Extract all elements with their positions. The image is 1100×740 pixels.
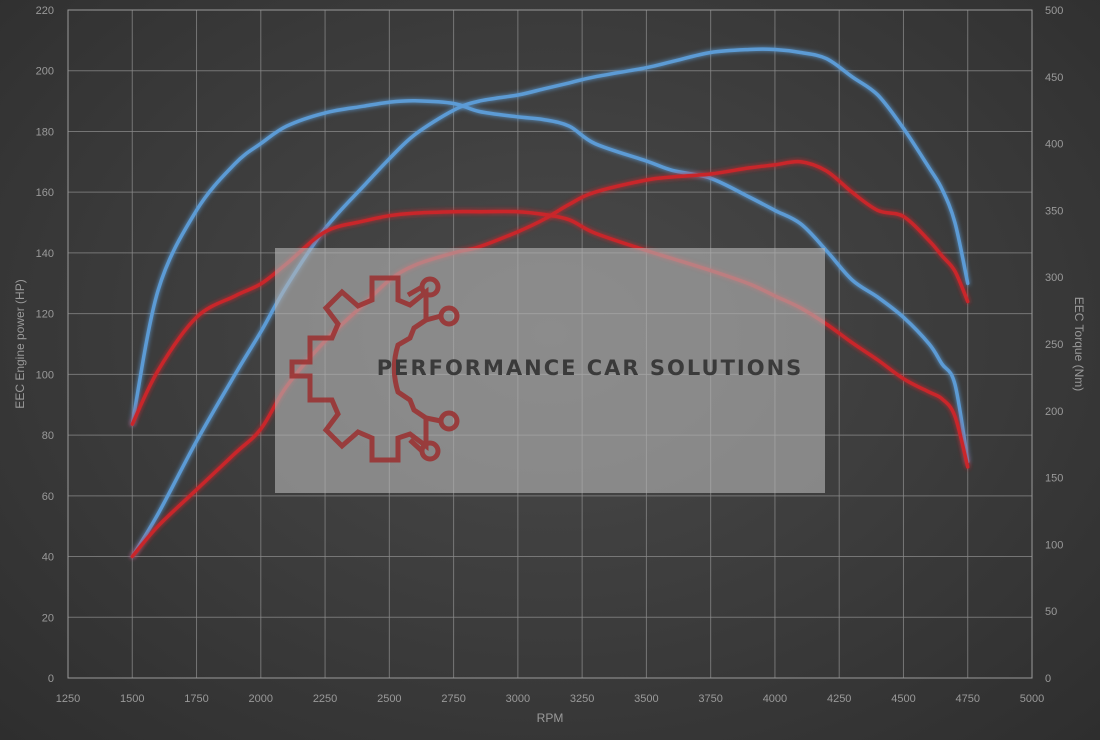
x-tick-label: 2500 [377,693,401,705]
plot-area-frame [67,9,1033,679]
x-tick-label: 3750 [698,693,722,705]
x-axis-ticks: 1250 1500 1750 2000 2250 2500 2750 3000 3250 3500… [56,693,1044,705]
x-tick-label: 2750 [441,693,465,705]
left-axis-ticks: 0 20 40 60 80 100 120 140 160 180 200 220 [36,5,54,685]
left-y-tick-label: 100 [36,369,54,381]
x-tick-label: 3250 [570,693,594,705]
right-y-tick-label: 0 [1045,673,1051,685]
left-y-tick-label: 40 [42,552,54,564]
x-tick-label: 3000 [506,693,530,705]
x-tick-label: 4750 [955,693,979,705]
right-axis-title: EEC Torque (Nm) [1072,297,1086,391]
gear-circuit-logo-icon [289,275,460,463]
right-axis-ticks: 0 50 100 150 200 250 300 350 400 450 500 [1045,5,1063,685]
x-tick-label: 1500 [120,693,144,705]
left-y-tick-label: 140 [36,248,54,260]
left-y-tick-label: 160 [36,187,54,199]
left-y-tick-label: 0 [48,673,54,685]
right-y-tick-label: 400 [1045,139,1063,151]
x-tick-label: 1250 [56,693,80,705]
right-y-tick-label: 50 [1045,606,1057,618]
left-y-tick-label: 200 [36,66,54,78]
x-tick-label: 4250 [827,693,851,705]
watermark-text: PERFORMANCE CAR SOLUTIONS [377,356,804,380]
left-y-tick-label: 220 [36,5,54,17]
right-y-tick-label: 100 [1045,539,1063,551]
x-tick-label: 4500 [891,693,915,705]
right-y-tick-label: 300 [1045,272,1063,284]
x-tick-label: 2000 [249,693,273,705]
right-y-tick-label: 350 [1045,205,1063,217]
blue-torque-curve [130,99,970,464]
right-y-tick-label: 200 [1045,406,1063,418]
watermark: PERFORMANCE CAR SOLUTIONS [275,248,825,493]
watermark-box [275,248,825,493]
x-tick-label: 4000 [763,693,787,705]
left-y-tick-label: 180 [36,126,54,138]
left-y-tick-label: 60 [42,491,54,503]
right-y-tick-label: 150 [1045,473,1063,485]
x-tick-label: 5000 [1020,693,1044,705]
x-axis-title: RPM [537,711,564,725]
x-tick-label: 1750 [184,693,208,705]
left-y-tick-label: 80 [42,430,54,442]
right-y-tick-label: 450 [1045,72,1063,84]
right-y-tick-label: 250 [1045,339,1063,351]
left-axis-title: EEC Engine power (HP) [13,279,27,408]
grid [67,9,1033,679]
x-tick-label: 3500 [634,693,658,705]
right-y-tick-label: 500 [1045,5,1063,17]
x-tick-label: 2250 [313,693,337,705]
left-y-tick-label: 20 [42,612,54,624]
left-y-tick-label: 120 [36,309,54,321]
